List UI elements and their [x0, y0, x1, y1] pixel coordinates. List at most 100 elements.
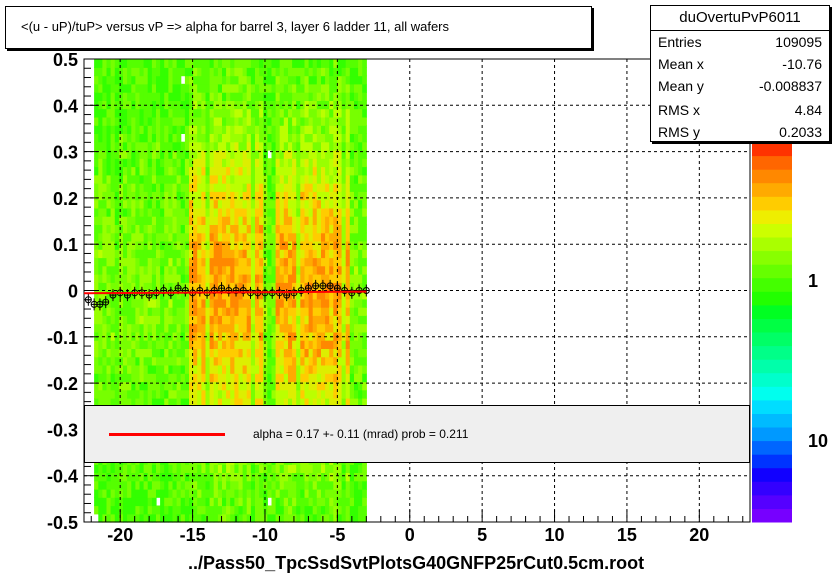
heatmap-cell: [354, 158, 359, 168]
heatmap-cell: [279, 488, 285, 498]
color-scale-bin: [752, 413, 792, 428]
heatmap-cell: [147, 133, 153, 143]
heatmap-cell: [110, 224, 116, 234]
heatmap-cell: [329, 199, 334, 209]
heatmap-cell: [118, 216, 124, 225]
heatmap-cell: [316, 265, 322, 275]
heatmap-cell: [362, 274, 367, 283]
heatmap-cell: [300, 398, 305, 407]
heatmap-cell: [123, 158, 128, 168]
heatmap-cell: [156, 340, 161, 349]
heatmap-cell: [362, 513, 367, 523]
heatmap-cell: [292, 282, 297, 292]
heatmap-cell: [110, 199, 116, 209]
heatmap-cell: [275, 59, 281, 68]
heatmap-cell: [255, 381, 260, 391]
heatmap-cell: [209, 199, 215, 209]
heatmap-cell: [300, 464, 305, 473]
heatmap-cell: [156, 232, 161, 242]
heatmap-cell: [139, 480, 145, 490]
heatmap-cell: [164, 323, 169, 333]
heatmap-cell: [139, 125, 145, 134]
heatmap-cell: [160, 505, 165, 515]
heatmap-cell: [193, 59, 198, 68]
heatmap-cell: [106, 191, 112, 201]
heatmap-cell: [242, 472, 248, 482]
heatmap-cell: [238, 92, 244, 101]
heatmap-cell: [312, 389, 318, 399]
heatmap-cell: [341, 92, 347, 101]
heatmap-cell: [205, 290, 211, 300]
heatmap-cell: [349, 348, 355, 358]
heatmap-cell: [337, 224, 343, 234]
heatmap-cell: [168, 257, 174, 267]
heatmap-cell: [263, 497, 268, 507]
heatmap-cell: [118, 389, 124, 399]
heatmap-cell: [345, 464, 351, 473]
heatmap-cell: [168, 348, 174, 358]
heatmap-cell: [275, 240, 281, 250]
heatmap-cell: [242, 265, 248, 275]
heatmap-cell: [275, 356, 281, 366]
heatmap-cell: [275, 364, 281, 374]
heatmap-cell: [168, 224, 174, 234]
heatmap-cell: [246, 100, 252, 110]
heatmap-cell: [184, 240, 190, 250]
heatmap-cell: [110, 92, 116, 101]
heatmap-cell: [288, 191, 293, 201]
heatmap-cell: [106, 75, 112, 85]
heatmap-cell: [189, 141, 194, 151]
heatmap-cell: [267, 472, 272, 482]
heatmap-cell: [333, 505, 338, 515]
heatmap-cell: [102, 249, 108, 259]
heatmap-cell: [316, 257, 322, 267]
heatmap-cell: [349, 257, 355, 267]
heatmap-cell: [164, 488, 169, 498]
heatmap-cell: [106, 331, 112, 341]
heatmap-cell: [358, 488, 363, 498]
heatmap-cell: [279, 340, 285, 349]
heatmap-cell: [164, 133, 169, 143]
heatmap-cell: [321, 240, 326, 250]
heatmap-cell: [172, 348, 178, 358]
heatmap-cell: [151, 340, 157, 349]
heatmap-cell: [304, 100, 310, 110]
heatmap-cell: [255, 158, 260, 168]
heatmap-cell: [333, 331, 338, 341]
heatmap-cell: [193, 488, 198, 498]
heatmap-cell: [217, 141, 223, 151]
heatmap-cell: [263, 307, 268, 316]
heatmap-cell: [184, 92, 190, 101]
heatmap-cell: [102, 331, 108, 341]
heatmap-cell: [230, 92, 235, 101]
heatmap-cell: [358, 92, 363, 101]
heatmap-cell: [304, 59, 310, 68]
heatmap-cell: [127, 183, 132, 192]
heatmap-cell: [316, 282, 322, 292]
heatmap-cell: [205, 364, 211, 374]
heatmap-cell: [222, 249, 227, 259]
heatmap-cell: [250, 505, 256, 515]
heatmap-cell: [238, 356, 244, 366]
heatmap-cell: [118, 331, 124, 341]
heatmap-cell: [358, 480, 363, 490]
heatmap-cell: [312, 216, 318, 225]
heatmap-cell: [213, 480, 219, 490]
heatmap-cell: [230, 513, 235, 523]
heatmap-cell: [94, 92, 99, 101]
heatmap-cell: [300, 282, 305, 292]
heatmap-cell: [259, 373, 264, 383]
heatmap-cell: [345, 505, 351, 515]
heatmap-cell: [329, 240, 334, 250]
heatmap-cell: [316, 75, 322, 85]
heatmap-cell: [94, 240, 99, 250]
heatmap-cell: [98, 513, 103, 523]
heatmap-cell: [209, 108, 215, 118]
heatmap-cell: [151, 488, 157, 498]
heatmap-cell: [197, 488, 202, 498]
heatmap-cell: [118, 513, 124, 523]
heatmap-cell: [242, 174, 248, 184]
heatmap-cell: [345, 207, 351, 217]
heatmap-cell: [325, 232, 330, 242]
heatmap-cell: [246, 59, 252, 68]
